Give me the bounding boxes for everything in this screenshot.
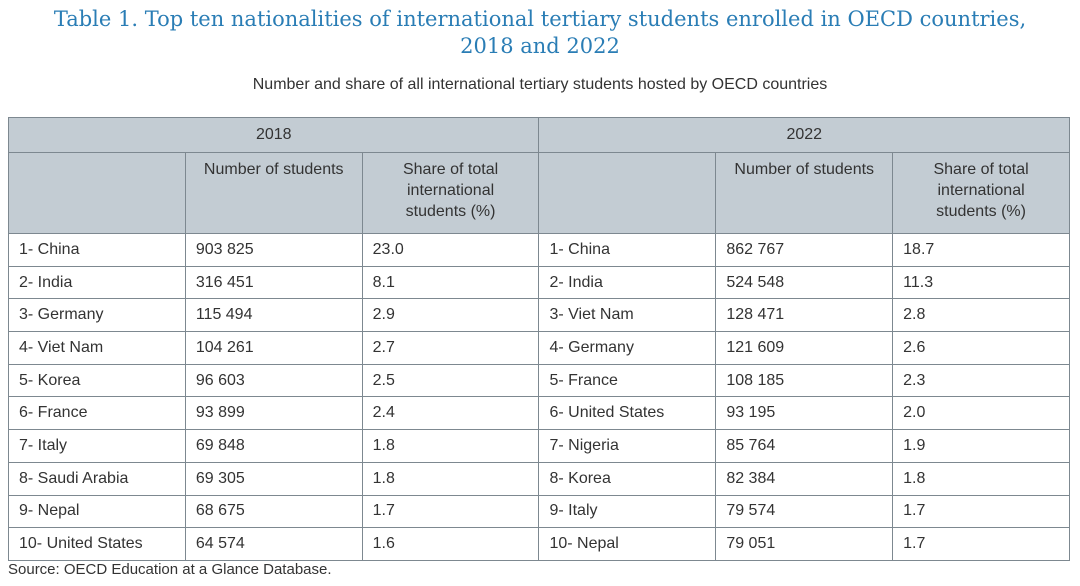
header-number-2018: Number of students: [184, 152, 363, 234]
2022-country-cell: 6- United States: [538, 396, 717, 431]
2018-country-cell: 2- India: [8, 265, 186, 300]
2022-share-cell: 1.9: [892, 429, 1070, 463]
2022-number-cell: 862 767: [715, 233, 894, 267]
2018-share-cell: 2.5: [361, 363, 540, 398]
2018-share-cell: 2.9: [361, 298, 540, 333]
2022-share-cell: 2.3: [892, 363, 1070, 398]
table-row: 4- Viet Nam 104 261 2.7 4- Germany 121 609 2.…: [8, 331, 1070, 365]
2018-share-cell: 1.7: [361, 494, 540, 529]
2018-share-cell: 23.0: [361, 233, 540, 267]
2018-country-cell: 4- Viet Nam: [8, 331, 186, 365]
2018-share-cell: 2.4: [361, 396, 540, 431]
2022-share-cell: 11.3: [892, 265, 1070, 300]
year-header-row: 2018 2022: [7, 117, 1070, 153]
2018-number-cell: 68 675: [184, 494, 363, 529]
2018-share-cell: 1.8: [361, 429, 540, 463]
2022-number-cell: 82 384: [715, 461, 894, 496]
2022-country-cell: 1- China: [538, 233, 717, 267]
table-row: 3- Germany 115 494 2.9 3- Viet Nam 128 471 2.…: [8, 298, 1070, 333]
table-row: 5- Korea 96 603 2.5 5- France 108 185 2.3: [8, 363, 1070, 398]
2022-number-cell: 524 548: [715, 265, 894, 300]
header-2022: 2022: [538, 117, 1070, 153]
2022-number-cell: 121 609: [715, 331, 894, 365]
2022-share-cell: 1.8: [892, 461, 1070, 496]
column-header-row: Number of students Share of total intern…: [8, 152, 1070, 234]
2018-number-cell: 104 261: [184, 331, 363, 365]
2022-share-cell: 2.0: [892, 396, 1070, 431]
2022-country-cell: 7- Nigeria: [538, 429, 717, 463]
source-note: Source: OECD Education at a Glance Datab…: [8, 561, 332, 578]
table-row: 8- Saudi Arabia 69 305 1.8 8- Korea 82 384 1.…: [8, 461, 1070, 496]
2022-country-cell: 8- Korea: [538, 461, 717, 496]
table-subtitle: Number and share of all international te…: [252, 76, 828, 93]
2018-country-cell: 10- United States: [8, 527, 186, 561]
table-row: 10- United States 64 574 1.6 10- Nepal 79 05…: [8, 527, 1070, 561]
table-row: 7- Italy 69 848 1.8 7- Nigeria 85 764 1.9: [8, 429, 1070, 463]
2018-number-cell: 69 305: [184, 461, 363, 496]
2018-number-cell: 93 899: [184, 396, 363, 431]
2018-share-cell: 1.8: [361, 461, 540, 496]
table-row: 1- China 903 825 23.0 1- China 862 767 18.7: [8, 233, 1070, 267]
header-number-2022: Number of students: [715, 152, 894, 234]
2018-share-cell: 1.6: [361, 527, 540, 561]
2022-number-cell: 79 574: [715, 494, 894, 529]
header-share-2022: Share of total international students (%…: [892, 152, 1070, 234]
2018-number-cell: 115 494: [184, 298, 363, 333]
2018-country-cell: 3- Germany: [8, 298, 186, 333]
2018-country-cell: 9- Nepal: [8, 494, 186, 529]
2022-number-cell: 128 471: [715, 298, 894, 333]
2022-number-cell: 85 764: [715, 429, 894, 463]
2022-number-cell: 93 195: [715, 396, 894, 431]
2022-country-cell: 3- Viet Nam: [538, 298, 717, 333]
2022-country-cell: 4- Germany: [538, 331, 717, 365]
2018-number-cell: 64 574: [184, 527, 363, 561]
header-country-2022: [538, 152, 717, 234]
2022-share-cell: 2.6: [892, 331, 1070, 365]
2018-number-cell: 69 848: [184, 429, 363, 463]
2018-number-cell: 316 451: [184, 265, 363, 300]
2018-number-cell: 903 825: [184, 233, 363, 267]
2018-country-cell: 5- Korea: [8, 363, 186, 398]
nationalities-table: 2018 2022 Number of students Share of to…: [7, 117, 1070, 561]
2022-share-cell: 2.8: [892, 298, 1070, 333]
table-row: 9- Nepal 68 675 1.7 9- Italy 79 574 1.7: [8, 494, 1070, 529]
2018-share-cell: 2.7: [361, 331, 540, 365]
header-share-2018: Share of total international students (%…: [361, 152, 540, 234]
2018-share-cell: 8.1: [361, 265, 540, 300]
header-country-2018: [8, 152, 186, 234]
2022-share-cell: 18.7: [892, 233, 1070, 267]
2022-number-cell: 79 051: [715, 527, 894, 561]
2018-number-cell: 96 603: [184, 363, 363, 398]
table-title: Table 1. Top ten nationalities of intern…: [0, 6, 1080, 60]
2018-country-cell: 8- Saudi Arabia: [8, 461, 186, 496]
2018-country-cell: 1- China: [8, 233, 186, 267]
2022-country-cell: 9- Italy: [538, 494, 717, 529]
2018-country-cell: 6- France: [8, 396, 186, 431]
table-row: 6- France 93 899 2.4 6- United States 93 195…: [8, 396, 1070, 431]
2018-country-cell: 7- Italy: [8, 429, 186, 463]
2022-share-cell: 1.7: [892, 527, 1070, 561]
2022-number-cell: 108 185: [715, 363, 894, 398]
2022-country-cell: 2- India: [538, 265, 717, 300]
header-2018: 2018: [7, 117, 540, 153]
title-line-2: 2018 and 2022: [460, 34, 620, 58]
2022-country-cell: 5- France: [538, 363, 717, 398]
2022-share-cell: 1.7: [892, 494, 1070, 529]
table-row: 2- India 316 451 8.1 2- India 524 548 11.3: [8, 265, 1070, 300]
title-line-1: Table 1. Top ten nationalities of intern…: [53, 7, 1027, 31]
2022-country-cell: 10- Nepal: [538, 527, 717, 561]
